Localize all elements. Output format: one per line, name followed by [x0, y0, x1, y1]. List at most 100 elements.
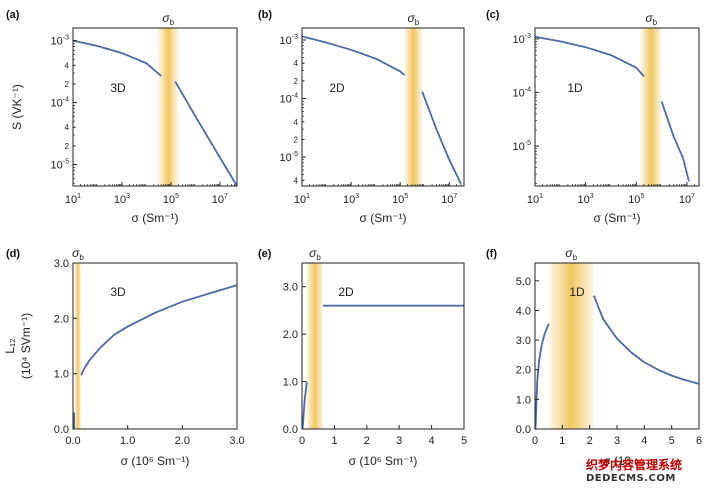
crossover-band [640, 28, 662, 186]
y-tick-label: 0.0 [283, 424, 298, 436]
watermark: 织梦内容管理系统 DEDECMS.COM [586, 458, 718, 488]
panel-c: σb 101 103 105 107 10-3 10-4 10-5 (c) 1D σ (Sm⁻¹) [486, 9, 700, 225]
series-line-1 [72, 39, 162, 77]
x-tick-label: 1 [331, 435, 337, 447]
x-axis-label: σ (10⁶ Sm⁻¹) [349, 454, 418, 468]
y-tick-label: 0.0 [54, 424, 69, 436]
x-tick-label: 103 [114, 193, 130, 206]
dimension-label: 3D [110, 81, 126, 95]
y-tick-label: 5.0 [516, 276, 531, 288]
x-tick-label: 105 [628, 193, 644, 206]
y-tick-label: 10-3 [51, 35, 70, 48]
panel-label: (d) [6, 248, 20, 260]
dimension-label: 3D [110, 285, 126, 299]
series-line-2 [80, 284, 238, 376]
x-tick-label: 0.0 [65, 435, 80, 447]
y-tick-label: 1.0 [516, 394, 531, 406]
y-tick-label: 0.0 [516, 424, 531, 436]
band-label: σb [565, 246, 577, 262]
x-tick-label: 3 [396, 435, 402, 447]
y-tick-label: 10-5 [51, 159, 70, 172]
y-tick-label: 10-5 [280, 151, 299, 164]
plot-frame [534, 27, 700, 187]
series-line-1 [301, 381, 308, 430]
x-tick-label: 2 [587, 435, 593, 447]
dimension-label: 1D [567, 81, 583, 95]
panel-label: (b) [258, 9, 272, 21]
y-tick-label: 2.0 [54, 313, 69, 325]
x-tick-label: 103 [343, 193, 359, 206]
y-tick-label: 1.0 [54, 369, 69, 381]
x-tick-label: 107 [679, 193, 695, 206]
x-tick-label: 2 [364, 435, 370, 447]
band-label: σb [309, 246, 321, 262]
crossover-band [74, 263, 82, 429]
x-tick-label: 3 [614, 435, 620, 447]
panel-d: σb 0.0 1.0 2.0 3.0 0.0 1.0 2.0 3.0 (d) 3D σ (10⁶ Sm… [3, 246, 245, 468]
dimension-label: 2D [338, 285, 354, 299]
x-tick-label: 105 [163, 193, 179, 206]
x-tick-label: 4 [429, 435, 435, 447]
dimension-label: 1D [569, 285, 585, 299]
x-tick-label: 5 [669, 435, 675, 447]
x-tick-label: 5 [461, 435, 467, 447]
y-tick-label: 4 [294, 59, 299, 68]
x-tick-label: 0 [299, 435, 305, 447]
y-tick-label: 3.0 [516, 335, 531, 347]
x-axis-label: σ (Sm⁻¹) [593, 211, 640, 225]
series-line-1 [534, 35, 645, 77]
plot-frame [72, 262, 238, 430]
x-tick-label: 101 [527, 193, 543, 206]
panel-label: (a) [6, 9, 20, 21]
crossover-band [548, 263, 594, 429]
x-tick-label: 2.0 [175, 435, 190, 447]
y-tick-label: 4 [65, 61, 70, 70]
y-tick-label: 10-4 [51, 97, 70, 110]
panel-label: (e) [258, 248, 272, 260]
y-tick-label: 2.0 [283, 329, 298, 341]
y-tick-label: 2 [294, 135, 299, 144]
x-axis-label: σ (10⁶ Sm⁻¹) [121, 454, 190, 468]
y-tick-label: 10-4 [513, 87, 532, 100]
crossover-band [404, 28, 423, 186]
band-label: σb [162, 11, 174, 27]
y-tick-label: 2 [65, 80, 70, 89]
y-axis-label: S (VK⁻¹) [10, 84, 24, 130]
x-tick-label: 1 [559, 435, 565, 447]
x-tick-label: 4 [641, 435, 647, 447]
y-tick-label: 4.0 [516, 305, 531, 317]
watermark-line1: 织梦内容管理系统 [586, 458, 683, 472]
x-axis-label: σ (Sm⁻¹) [359, 211, 406, 225]
x-tick-label: 107 [441, 193, 457, 206]
y-tick-label: 4 [65, 123, 70, 132]
series-line-1 [534, 323, 550, 430]
panel-label: (f) [486, 248, 497, 260]
crossover-band [306, 263, 324, 429]
x-tick-label: 101 [65, 193, 81, 206]
band-label: σb [72, 246, 84, 262]
watermark-line2: DEDECMS.COM [586, 473, 676, 484]
x-axis-label: σ (10 [603, 454, 631, 468]
plot-frame [301, 262, 465, 430]
x-tick-label: 6 [696, 435, 702, 447]
panel-label: (c) [486, 9, 500, 21]
crossover-band [158, 28, 179, 186]
y-tick-label: 1.0 [283, 377, 298, 389]
y-tick-label: 3.0 [54, 258, 69, 270]
series-line-2 [660, 101, 690, 182]
x-tick-label: 105 [392, 193, 408, 206]
x-tick-label: 3.0 [229, 435, 244, 447]
y-axis-label-line1: L₁₂ [3, 338, 17, 354]
x-tick-label: 107 [212, 193, 228, 206]
panel-e: σb 0 1 2 3 4 5 0.0 1.0 2.0 3.0 (e) 2D σ (10⁶ Sm⁻¹) [258, 246, 467, 468]
y-tick-label: 2 [65, 142, 70, 151]
y-axis-label-line2: (10⁴ SVm⁻¹) [19, 313, 33, 379]
plot-frame [301, 27, 465, 187]
x-tick-label: 1.0 [120, 435, 135, 447]
y-tick-label: 4 [294, 176, 299, 185]
y-tick-label: 2.0 [516, 365, 531, 377]
series-line-2 [421, 91, 462, 185]
y-tick-label: 2 [294, 77, 299, 86]
x-tick-label: 0 [532, 435, 538, 447]
